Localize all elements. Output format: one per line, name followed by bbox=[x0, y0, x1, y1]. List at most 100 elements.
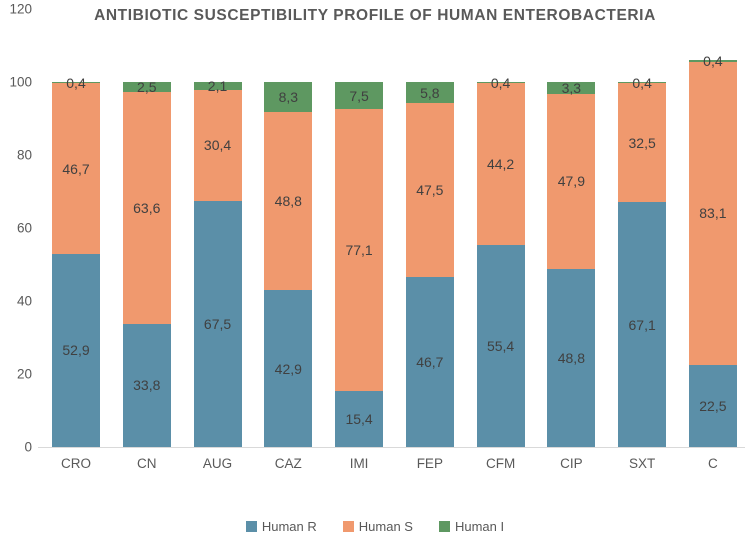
bar-column: 67,1 32,5 0,4 bbox=[618, 75, 667, 447]
bar-segment-human-i: 7,5 bbox=[335, 82, 384, 110]
bar-segment-human-r: 33,8 bbox=[122, 323, 171, 447]
x-axis-category-label: CIP bbox=[560, 456, 583, 471]
y-axis-tick-label: 0 bbox=[24, 439, 32, 455]
segment-value-label: 0,4 bbox=[66, 74, 86, 91]
segment-value-label: 5,8 bbox=[420, 84, 440, 101]
segment-value-label: 15,4 bbox=[345, 410, 373, 427]
x-axis-category-label: CAZ bbox=[274, 456, 302, 471]
segment-value-label: 44,2 bbox=[486, 156, 515, 173]
bar-column: 33,8 63,6 2,5 bbox=[122, 79, 171, 447]
segment-value-label: 33,8 bbox=[133, 377, 161, 394]
y-axis-tick-label: 120 bbox=[9, 1, 32, 17]
x-axis-category-label: CRO bbox=[61, 456, 91, 471]
bar-segment-human-r: 55,4 bbox=[476, 244, 525, 447]
segment-value-label: 42,9 bbox=[274, 360, 302, 377]
legend-item: Human S bbox=[342, 519, 413, 534]
x-axis-line bbox=[38, 447, 745, 448]
bar-segment-human-i: 2,1 bbox=[193, 78, 242, 94]
y-axis-tick-label: 80 bbox=[16, 147, 32, 163]
bar-segment-human-s: 46,7 bbox=[52, 83, 100, 254]
x-axis-category-label: C bbox=[708, 456, 718, 471]
x-axis-category-label: FEP bbox=[416, 456, 443, 471]
bar-segment-human-r: 46,7 bbox=[405, 276, 454, 447]
bar-segment-human-s: 47,5 bbox=[405, 103, 454, 277]
segment-value-label: 55,4 bbox=[486, 337, 515, 354]
segment-value-label: 48,8 bbox=[274, 193, 302, 210]
bar-segment-human-s: 44,2 bbox=[476, 83, 525, 245]
bar-segment-human-r: 48,8 bbox=[547, 268, 596, 447]
x-axis-category-label: SXT bbox=[628, 456, 656, 471]
y-axis: 0 20 40 60 80 100 120 bbox=[0, 0, 32, 539]
bar-segment-human-r: 22,5 bbox=[688, 364, 737, 447]
y-axis-tick-label: 100 bbox=[9, 74, 32, 90]
segment-value-label: 46,7 bbox=[62, 160, 90, 177]
segment-value-label: 67,1 bbox=[628, 316, 656, 333]
chart-title: ANTIBIOTIC SUSCEPTIBILITY PROFILE OF HUM… bbox=[94, 7, 656, 24]
x-axis-category-label: IMI bbox=[349, 456, 369, 471]
y-axis-tick-label: 40 bbox=[16, 293, 32, 309]
legend-swatch-human-r bbox=[245, 521, 257, 532]
bar-segment-human-r: 67,1 bbox=[618, 202, 667, 447]
segment-value-label: 30,4 bbox=[203, 137, 232, 154]
segment-value-label: 3,3 bbox=[561, 80, 582, 97]
bar-column: 52,9 46,7 0,4 bbox=[52, 75, 100, 447]
segment-value-label: 0,4 bbox=[632, 74, 652, 91]
bar-segment-human-i: 0,4 bbox=[688, 53, 737, 69]
legend-item: Human R bbox=[245, 519, 317, 534]
segment-value-label: 22,5 bbox=[699, 397, 727, 414]
legend: Human R Human S Human I bbox=[0, 519, 750, 534]
legend-item: Human I bbox=[438, 519, 504, 534]
legend-swatch-human-i bbox=[438, 521, 450, 532]
segment-value-label: 46,7 bbox=[416, 353, 444, 370]
bar-segment-human-i: 0,4 bbox=[476, 75, 525, 91]
segment-value-label: 7,5 bbox=[349, 87, 369, 104]
legend-label: Human S bbox=[358, 519, 413, 534]
bar-segment-human-i: 2,5 bbox=[122, 79, 171, 95]
bar-segment-human-s: 63,6 bbox=[122, 91, 171, 324]
bar-segment-human-s: 47,9 bbox=[547, 94, 596, 269]
segment-value-label: 63,6 bbox=[133, 199, 161, 216]
segment-value-label: 52,9 bbox=[62, 342, 90, 359]
legend-label: Human R bbox=[261, 519, 317, 534]
segment-value-label: 47,9 bbox=[557, 173, 585, 190]
bar-segment-human-s: 30,4 bbox=[193, 89, 242, 201]
segment-value-label: 77,1 bbox=[345, 242, 373, 259]
x-axis-category-label: AUG bbox=[202, 456, 233, 471]
bar-segment-human-r: 67,5 bbox=[193, 200, 242, 447]
x-axis-category-label: CN bbox=[137, 456, 157, 471]
bar-column: 46,7 47,5 5,8 bbox=[405, 82, 454, 447]
bar-segment-human-i: 3,3 bbox=[547, 80, 596, 97]
bar-segment-human-i: 8,3 bbox=[264, 82, 313, 113]
bar-segment-human-s: 83,1 bbox=[688, 61, 737, 365]
bar-segment-human-r: 52,9 bbox=[52, 253, 100, 447]
bar-segment-human-i: 5,8 bbox=[405, 82, 454, 104]
legend-swatch-human-s bbox=[342, 521, 354, 532]
bar-column: 42,9 48,8 8,3 bbox=[264, 82, 313, 447]
bar-segment-human-i: 0,4 bbox=[52, 75, 100, 91]
bar-segment-human-s: 32,5 bbox=[618, 83, 667, 203]
y-axis-tick-label: 60 bbox=[16, 220, 32, 236]
bar-column: 48,8 47,9 3,3 bbox=[547, 80, 596, 447]
bar-segment-human-s: 77,1 bbox=[335, 109, 384, 391]
x-axis-category-label: CFM bbox=[485, 456, 516, 471]
bar-segment-human-s: 48,8 bbox=[264, 112, 313, 291]
bar-segment-human-r: 42,9 bbox=[264, 290, 313, 447]
bar-segment-human-i: 0,4 bbox=[618, 75, 667, 91]
segment-value-label: 2,5 bbox=[137, 78, 157, 95]
segment-value-label: 83,1 bbox=[699, 205, 727, 222]
plot-area: 52,9 46,7 0,4 33,8 63,6 2,5 67,5 30,4 2,1 42,9 48,… bbox=[52, 9, 737, 447]
segment-value-label: 47,5 bbox=[416, 181, 444, 198]
x-axis: CRO CN AUG CAZ IMI FEP CFM CIP SXT C bbox=[52, 456, 737, 471]
bar-segment-human-r: 15,4 bbox=[335, 390, 384, 447]
segment-value-label: 32,5 bbox=[628, 134, 656, 151]
segment-value-label: 67,5 bbox=[203, 315, 232, 332]
segment-value-label: 0,4 bbox=[490, 74, 511, 91]
bar-column: 22,5 83,1 0,4 bbox=[688, 53, 737, 447]
segment-value-label: 0,4 bbox=[703, 52, 723, 69]
segment-value-label: 2,1 bbox=[207, 77, 228, 94]
bar-column: 67,5 30,4 2,1 bbox=[193, 78, 242, 447]
bar-column: 15,4 77,1 7,5 bbox=[335, 82, 384, 447]
segment-value-label: 8,3 bbox=[278, 89, 299, 106]
bar-column: 55,4 44,2 0,4 bbox=[476, 75, 525, 447]
